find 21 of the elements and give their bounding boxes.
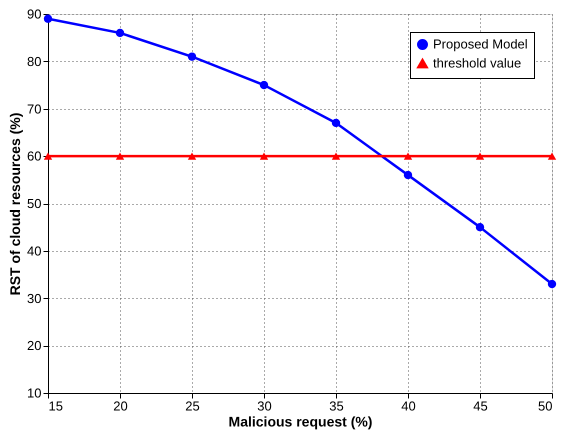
y-tick-label: 30: [27, 290, 42, 306]
x-tick-label: 25: [185, 398, 200, 414]
y-tick-label: 10: [27, 386, 42, 400]
x-tick-label: 40: [401, 398, 416, 414]
x-tick-label: 50: [538, 398, 552, 414]
x-tick-label: 15: [48, 398, 63, 414]
y-tick-label: 80: [27, 54, 42, 69]
legend-label: threshold value: [433, 56, 522, 70]
x-tick-label: 35: [329, 398, 344, 414]
y-tick-label: 60: [27, 148, 42, 164]
x-axis-title: Malicious request (%): [228, 414, 372, 430]
y-axis-title: RST of cloud resources (%): [7, 112, 24, 296]
x-tick-label: 45: [473, 398, 488, 414]
x-tick-label: 30: [257, 398, 272, 414]
y-tick-label: 50: [27, 196, 42, 211]
y-tick-label: 20: [27, 338, 42, 354]
y-tick-label: 70: [27, 101, 42, 116]
y-tick-label: 40: [27, 243, 42, 258]
y-tick-label: 90: [27, 6, 42, 22]
x-tick-label: 20: [113, 398, 128, 414]
legend-label: Proposed Model: [433, 36, 528, 52]
